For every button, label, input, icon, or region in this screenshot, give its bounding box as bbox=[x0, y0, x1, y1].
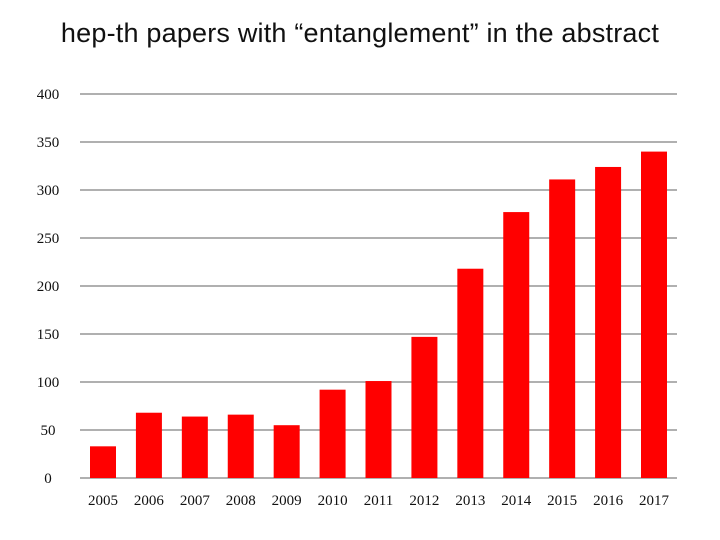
y-tick-label: 400 bbox=[37, 87, 60, 103]
x-tick-label: 2008 bbox=[226, 493, 256, 509]
y-tick-label: 150 bbox=[37, 327, 60, 343]
x-tick-label: 2005 bbox=[88, 493, 118, 509]
bar-2009 bbox=[273, 425, 300, 478]
x-tick-label: 2017 bbox=[639, 493, 670, 509]
x-tick-label: 2011 bbox=[364, 493, 393, 509]
y-axis-tick-labels: 0 50 100 150 200 250 300 350 400 bbox=[37, 87, 60, 487]
y-tick-label: 300 bbox=[37, 183, 60, 199]
y-tick-label: 200 bbox=[37, 279, 60, 295]
bar-2012 bbox=[411, 336, 438, 478]
x-tick-label: 2014 bbox=[501, 493, 532, 509]
x-tick-label: 2015 bbox=[547, 493, 577, 509]
bar-2016 bbox=[595, 166, 622, 478]
x-tick-label: 2007 bbox=[180, 493, 211, 509]
y-tick-label: 0 bbox=[44, 471, 52, 487]
y-tick-label: 250 bbox=[37, 231, 60, 247]
y-tick-label: 350 bbox=[37, 135, 60, 151]
y-tick-label: 100 bbox=[37, 375, 60, 391]
bar-2015 bbox=[549, 179, 576, 478]
x-tick-label: 2016 bbox=[593, 493, 624, 509]
bar-2011 bbox=[365, 381, 392, 478]
chart-title: hep-th papers with “entanglement” in the… bbox=[60, 18, 660, 48]
x-tick-label: 2009 bbox=[272, 493, 302, 509]
bar-2013 bbox=[457, 268, 484, 478]
bar-2017 bbox=[641, 151, 667, 478]
bar-2006 bbox=[135, 412, 162, 478]
bar-2010 bbox=[319, 389, 346, 478]
bar-2007 bbox=[181, 416, 208, 478]
bar-2008 bbox=[227, 414, 254, 478]
bar-2005 bbox=[90, 446, 116, 478]
x-tick-label: 2006 bbox=[134, 493, 165, 509]
x-tick-label: 2013 bbox=[455, 493, 485, 509]
x-tick-label: 2012 bbox=[409, 493, 439, 509]
bar-2014 bbox=[503, 212, 530, 478]
x-axis-tick-labels: 2005 2006 2007 2008 2009 2010 2011 2012 2013 2014… bbox=[88, 493, 670, 509]
x-tick-label: 2010 bbox=[318, 493, 348, 509]
y-tick-label: 50 bbox=[41, 423, 56, 439]
bars bbox=[90, 151, 667, 478]
